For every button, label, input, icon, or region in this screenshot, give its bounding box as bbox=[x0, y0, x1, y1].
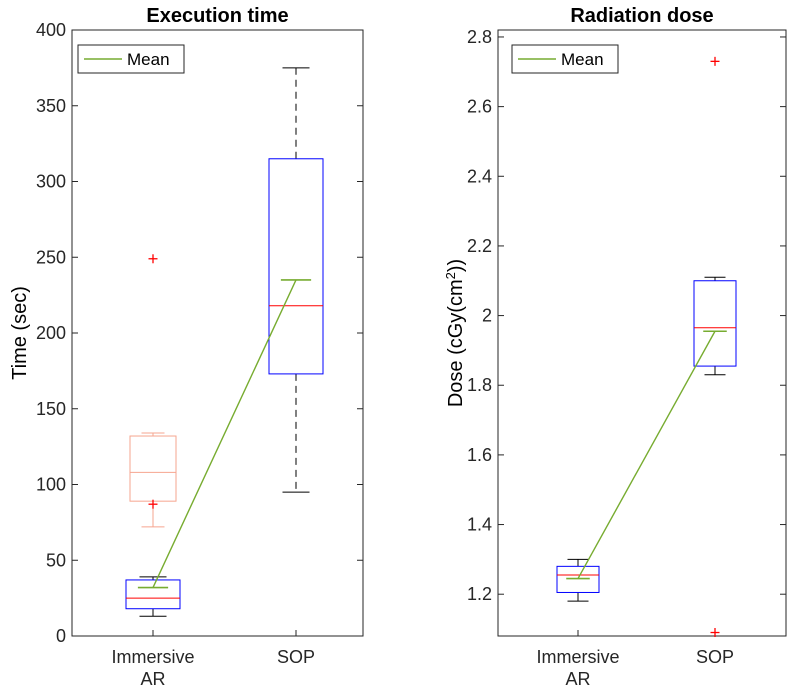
axes-box bbox=[71, 29, 364, 637]
y-tick-label: 0 bbox=[56, 626, 66, 646]
faded-outlier bbox=[148, 499, 158, 509]
y-tick-label: 2.4 bbox=[467, 166, 492, 186]
box-1-box bbox=[693, 280, 737, 367]
x-tick-label: AR bbox=[140, 669, 165, 689]
y-tick-label: 300 bbox=[36, 172, 66, 192]
box-1-outlier bbox=[710, 628, 720, 638]
y-tick-label: 350 bbox=[36, 96, 66, 116]
box-0-box bbox=[556, 565, 600, 593]
chart-panel-execution-time: Execution time 0 50 100 150 200 250 300 350 400 Ti… bbox=[9, 5, 364, 689]
x-tick-label: SOP bbox=[696, 647, 734, 667]
mean-line bbox=[577, 330, 716, 579]
y-tick-label: 2.2 bbox=[467, 236, 492, 256]
box-0-box bbox=[125, 579, 181, 610]
y-axis-label: Dose (cGy(cm2)) bbox=[443, 259, 468, 407]
chart-title: Radiation dose bbox=[570, 5, 713, 27]
box-1-box bbox=[268, 158, 324, 375]
legend-label-mean: Mean bbox=[127, 50, 170, 69]
y-axis-label: Time (sec) bbox=[9, 286, 31, 380]
chart-title: Execution time bbox=[146, 5, 288, 27]
y-tick-label: 1.8 bbox=[467, 375, 492, 395]
box-1-outlier bbox=[710, 56, 720, 66]
chart-panel-radiation-dose: Radiation dose 1.2 1.4 1.6 1.8 2 2.2 2.4 2.6 2.8 D… bbox=[443, 5, 787, 689]
legend: Mean bbox=[77, 44, 185, 74]
legend-label-mean: Mean bbox=[561, 50, 604, 69]
axes-box bbox=[497, 29, 787, 637]
y-tick-label: 150 bbox=[36, 399, 66, 419]
x-tick-label: Immersive bbox=[111, 647, 194, 667]
y-tick-label: 200 bbox=[36, 323, 66, 343]
y-tick-label: 2 bbox=[482, 306, 492, 326]
y-tick-label: 2.8 bbox=[467, 27, 492, 47]
y-tick-label: 50 bbox=[46, 550, 66, 570]
y-tick-label: 100 bbox=[36, 475, 66, 495]
y-tick-label: 1.4 bbox=[467, 515, 492, 535]
y-tick-label: 400 bbox=[36, 20, 66, 40]
y-tick-label: 1.6 bbox=[467, 445, 492, 465]
y-tick-label: 1.2 bbox=[467, 584, 492, 604]
y-tick-label: 250 bbox=[36, 247, 66, 267]
x-tick-label: Immersive bbox=[536, 647, 619, 667]
outlier-extra bbox=[148, 254, 158, 264]
legend: Mean bbox=[511, 44, 619, 74]
y-tick-label: 2.6 bbox=[467, 97, 492, 117]
x-tick-label: SOP bbox=[277, 647, 315, 667]
x-tick-label: AR bbox=[565, 669, 590, 689]
mean-line bbox=[152, 279, 297, 588]
